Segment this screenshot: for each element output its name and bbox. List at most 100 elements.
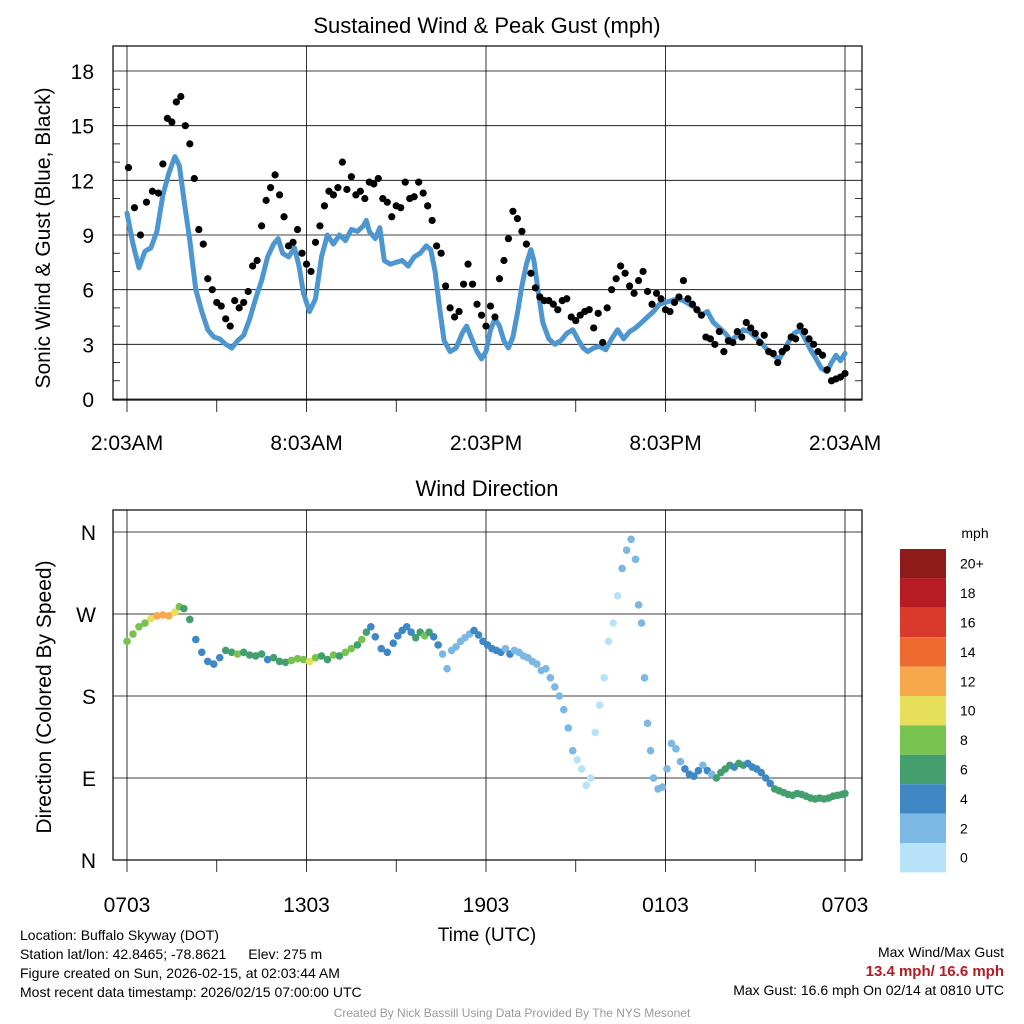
gust-point [235, 304, 243, 312]
max-gust-text: Max Gust: 16.6 mph On 02/14 at 0810 UTC [733, 982, 1004, 998]
gust-point [307, 267, 315, 276]
gust-point [275, 191, 284, 199]
top-chart-axes: 0 3 6 9 12 15 18 2:03AM 8:03AM 2:03PM 8:03PM 2:03AM [71, 61, 882, 455]
direction-point [245, 651, 254, 659]
direction-point [227, 648, 236, 657]
gust-point [442, 282, 450, 290]
gust-point [657, 295, 665, 303]
gust-point [594, 309, 602, 317]
direction-point [341, 648, 350, 657]
direction-point [389, 639, 398, 647]
bottom-xtick-label: 0703 [104, 894, 151, 917]
gust-point [415, 178, 423, 186]
credit-text: Created By Nick Bassill Using Data Provi… [333, 1006, 691, 1020]
gust-point [249, 262, 257, 270]
gust-point [527, 269, 535, 277]
bottom-chart-series [123, 535, 849, 803]
direction-point [600, 673, 608, 682]
direction-point [841, 789, 849, 798]
direction-point [438, 650, 447, 658]
gust-point [491, 313, 499, 321]
gust-point [518, 227, 526, 235]
colorbar-swatch [900, 754, 946, 785]
gust-point [760, 331, 768, 339]
direction-point [411, 633, 420, 642]
bottom-chart-title: Wind Direction [415, 476, 558, 501]
gust-point [670, 298, 679, 307]
direction-point [215, 653, 224, 662]
direction-point [595, 701, 604, 709]
colorbar-label: 10 [960, 703, 976, 719]
top-chart-title: Sustained Wind & Peak Gust (mph) [313, 13, 660, 38]
gust-point [572, 317, 580, 325]
direction-point [555, 692, 564, 700]
gust-point [473, 300, 481, 308]
direction-point [573, 755, 582, 764]
direction-point [533, 660, 541, 668]
gust-point [643, 287, 652, 296]
gust-point [612, 275, 620, 283]
gust-point [697, 311, 706, 319]
gust-point [338, 158, 346, 166]
colorbar-swatch [900, 666, 946, 696]
bottom-xtick-label: 1903 [463, 894, 510, 917]
gust-point [356, 187, 364, 195]
direction-point [591, 728, 599, 737]
gust-point [130, 204, 139, 212]
gust-point [648, 300, 656, 308]
direction-point [165, 612, 173, 620]
direction-point [604, 637, 613, 646]
direction-point [123, 637, 131, 646]
gust-point [217, 302, 225, 310]
top-xtick-label: 8:03PM [629, 432, 701, 455]
colorbar: 20+ 18 16 14 12 10 8 6 4 2 0 [900, 549, 984, 873]
colorbar-swatch [900, 607, 946, 638]
direction-point [371, 632, 380, 641]
direction-point [577, 765, 586, 773]
colorbar-swatch [900, 843, 946, 873]
bottom-chart-ylabel: Direction (Colored By Speed) [33, 560, 56, 833]
top-xtick-label: 2:03AM [809, 432, 881, 455]
gust-point [361, 194, 369, 203]
gust-point [177, 92, 185, 101]
bottom-ytick-label: N [81, 522, 96, 545]
gust-point [289, 238, 297, 246]
direction-point [147, 614, 155, 623]
direction-point [627, 535, 635, 544]
direction-point [269, 653, 278, 662]
direction-point [542, 664, 550, 673]
gust-point [347, 173, 355, 181]
gust-point [410, 193, 418, 201]
gust-point [630, 289, 638, 297]
gust-point [751, 329, 759, 337]
direction-point [180, 604, 188, 613]
direction-point [377, 644, 386, 653]
direction-point [192, 635, 200, 644]
gust-point [792, 335, 800, 343]
gust-point [271, 171, 279, 179]
colorbar-swatch [900, 784, 946, 814]
direction-point [766, 779, 775, 788]
gust-point [383, 198, 391, 206]
direction-point [757, 768, 766, 777]
gust-point [388, 213, 396, 221]
gust-point [720, 348, 728, 356]
direction-point [667, 739, 676, 748]
colorbar-swatch [900, 696, 946, 726]
gust-point [293, 225, 302, 234]
gust-point [774, 358, 782, 367]
direction-point [135, 622, 143, 631]
direction-point [358, 635, 366, 644]
gust-point [608, 286, 616, 294]
gust-point [563, 295, 571, 303]
gust-point [190, 174, 198, 183]
direction-point [209, 660, 218, 668]
direction-point [634, 601, 643, 609]
direction-point [631, 555, 640, 564]
direction-point [287, 656, 296, 665]
bottom-ytick-label: S [82, 686, 96, 709]
direction-point [257, 650, 266, 658]
gust-point [688, 300, 697, 308]
gust-point [666, 307, 674, 316]
